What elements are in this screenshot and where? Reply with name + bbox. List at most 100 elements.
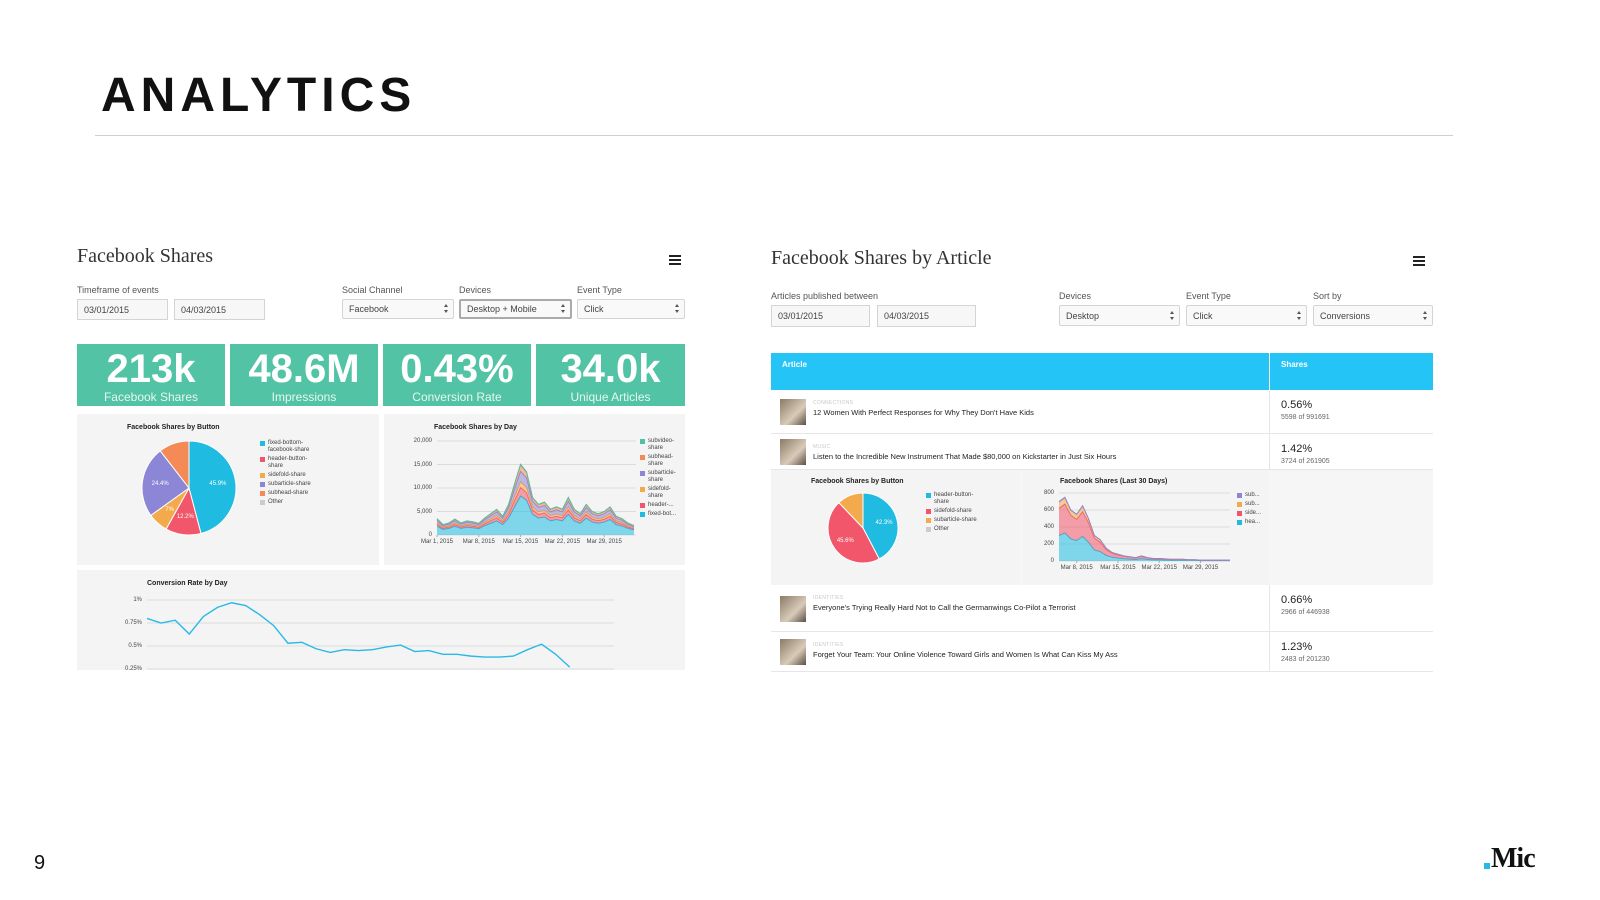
kpi-label: Facebook Shares [103, 390, 199, 404]
chart-title: Facebook Shares (Last 30 Days) [1060, 478, 1168, 485]
chart-panel: Facebook Shares by Button 42.3% 45.6% heade… [771, 470, 1019, 585]
dashboard-right: Facebook Shares by Article Articles publ… [771, 245, 1433, 675]
kpi-tile: 34.0k Unique Articles [536, 344, 685, 406]
article-section: MUSIC [813, 444, 831, 450]
share-detail: 2483 of 201230 [1281, 656, 1330, 663]
page-number: 9 [34, 852, 46, 874]
chart-panel: Conversion Rate by Day 0.25% 0.5% 0.75% 1% [77, 570, 685, 670]
menu-icon [669, 255, 681, 265]
dashboard-left: Facebook Shares Timeframe of events 03/0… [77, 245, 685, 675]
kpi-value: 0.43% [400, 347, 514, 391]
select-value: Desktop + Mobile [467, 304, 537, 314]
legend-label: fixed-bot... [648, 511, 677, 517]
y-tick-label: 1% [133, 597, 142, 603]
area-line [436, 486, 635, 530]
share-rate: 1.23% [1281, 641, 1313, 653]
column-divider [1269, 390, 1270, 434]
panel-title: Facebook Shares by Article [771, 247, 992, 269]
y-tick-label: 10,000 [413, 485, 432, 491]
filter-label: Sort by [1313, 291, 1342, 301]
table-row: IDENTITIES Everyone's Trying Really Hard … [771, 585, 1433, 632]
line [146, 602, 571, 668]
row-detail: Facebook Shares by Button 42.3% 45.6% heade… [771, 470, 1433, 585]
legend-label: subarticle-share [648, 470, 676, 483]
chart-panel: Facebook Shares (Last 30 Days) 0 200 400 600… [1023, 470, 1269, 585]
select: Desktop [1059, 305, 1180, 326]
legend-swatch [926, 527, 931, 532]
logo: Mic [1491, 843, 1536, 874]
legend-swatch [640, 471, 645, 476]
legend-item: header-button-share [260, 456, 318, 470]
plot [827, 492, 899, 564]
filter-label: Timeframe of events [77, 285, 159, 295]
y-tick-label: 0.25% [124, 666, 142, 670]
legend-item: subarticle-share [640, 470, 682, 484]
chart-title: Facebook Shares by Day [434, 424, 517, 431]
legend-swatch [260, 441, 265, 446]
column-divider [1269, 632, 1270, 672]
x-tick-label: Mar 15, 2015 [502, 539, 539, 545]
legend-label: header-button-share [934, 492, 974, 505]
legend-item: fixed-bottom-facebook-share [260, 440, 318, 454]
plot [436, 440, 636, 537]
legend-item: subarticle-share [926, 517, 988, 524]
legend-label: side... [1245, 510, 1262, 516]
y-tick-label: 800 [1043, 490, 1054, 496]
filter-label: Event Type [577, 285, 622, 295]
filter-label: Devices [459, 285, 492, 295]
title-rule [95, 135, 1453, 136]
legend-item: sidefold-share [640, 486, 682, 500]
article-title: 12 Women With Perfect Responses for Why … [813, 408, 1034, 417]
legend-label: header-button-share [268, 456, 308, 469]
select-arrow [674, 304, 680, 313]
select-value: Click [1193, 310, 1213, 321]
panel-title: Facebook Shares [77, 245, 214, 267]
thumbnail [780, 639, 806, 665]
legend-label: sub... [1245, 501, 1260, 507]
y-tick-label: 5,000 [416, 508, 432, 515]
legend-label: sidefold-share [934, 508, 972, 514]
legend-item: fixed-bot... [640, 511, 682, 518]
legend: header-button-share sidefold-share subarti… [926, 492, 988, 533]
column-header: Shares [1281, 360, 1308, 369]
table-row: CONNECTIONS 12 Women With Perfect Respons… [771, 390, 1433, 434]
legend-label: subhead-share [648, 454, 674, 467]
plot [146, 599, 614, 670]
legend-swatch [260, 500, 265, 505]
legend-item: sidefold-share [260, 472, 318, 479]
y-tick-label: 0 [428, 532, 432, 538]
thumbnail [780, 439, 806, 465]
legend-swatch [640, 512, 645, 517]
y-tick-label: 0 [1050, 558, 1054, 564]
legend: subvideo-share subhead-share subarticle-sh… [640, 438, 682, 518]
legend-label: hea... [1245, 519, 1261, 525]
legend-item: Other [926, 526, 988, 533]
legend-item: sidefold-share [926, 508, 988, 515]
select: Desktop + Mobile [459, 299, 572, 319]
y-tick-label: 200 [1043, 541, 1054, 547]
select: Facebook [342, 299, 454, 319]
area-fill [1059, 532, 1230, 561]
date-from: 03/01/2015 [77, 299, 168, 320]
pie-slice [159, 440, 190, 490]
legend-item: subhead-share [260, 490, 318, 497]
filter-label: Event Type [1186, 291, 1231, 301]
share-detail: 5598 of 991691 [1281, 414, 1330, 421]
legend-label: sidefold-share [268, 472, 306, 478]
article-section: CONNECTIONS [813, 400, 854, 406]
legend-label: subvideo-share [648, 438, 675, 451]
article-title: Everyone's Trying Really Hard Not to Cal… [813, 603, 1076, 612]
slice-label: 12.2% [176, 513, 194, 520]
legend-label: subhead-share [268, 490, 309, 496]
area-line [436, 463, 635, 527]
x-tick-label: Mar 22, 2015 [544, 539, 581, 545]
article-section: IDENTITIES [813, 595, 844, 601]
legend-label: subarticle-share [268, 481, 311, 487]
share-rate: 0.66% [1281, 594, 1313, 606]
legend-swatch [260, 482, 265, 487]
legend-swatch [926, 518, 931, 523]
legend-item: sub... [1237, 492, 1267, 499]
legend-label: sub... [1245, 492, 1260, 498]
slice-label: 7% [165, 506, 174, 513]
